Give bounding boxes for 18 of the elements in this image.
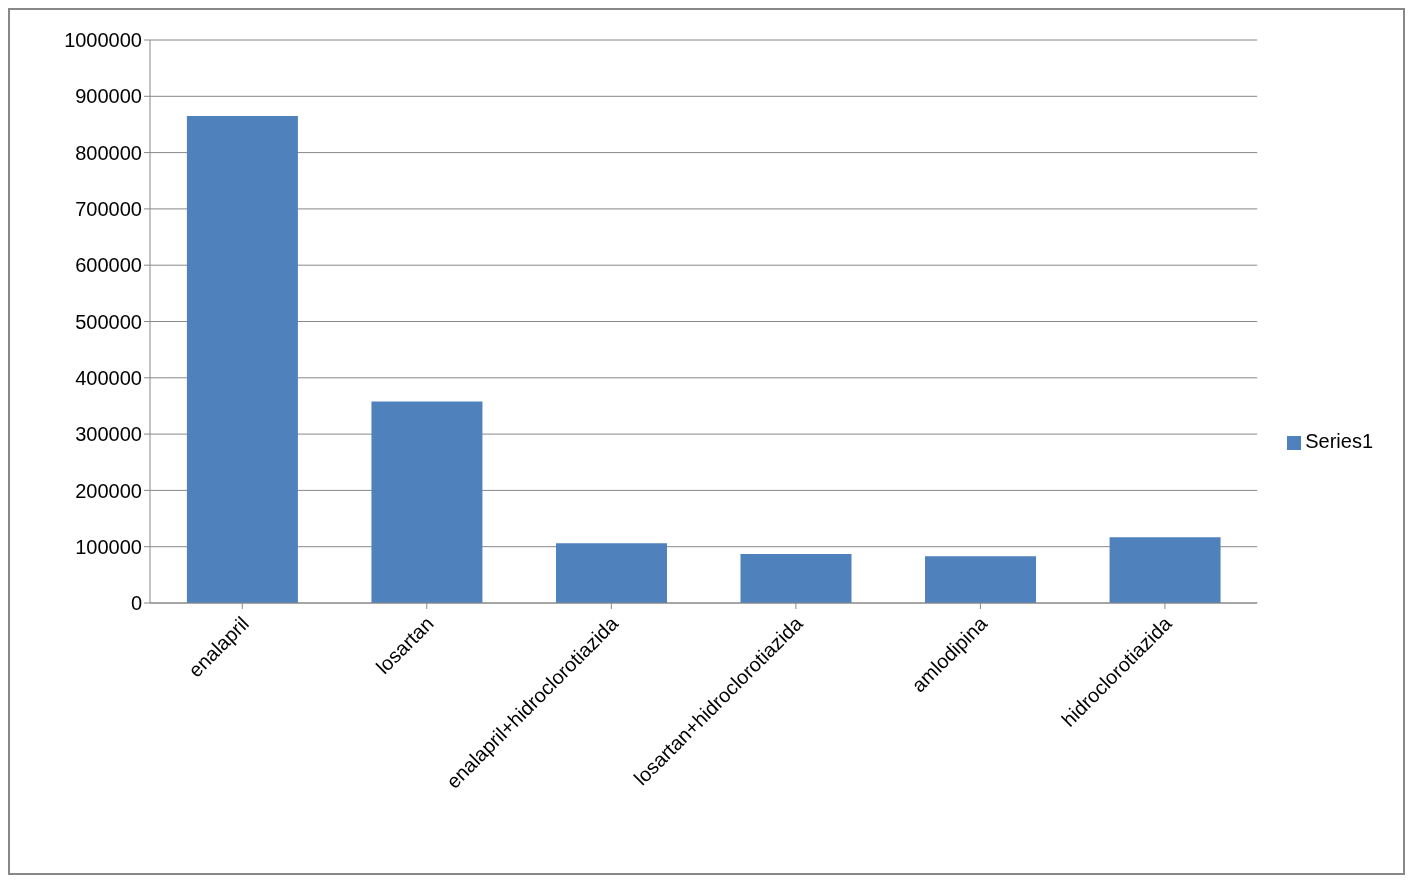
bar	[555, 543, 667, 603]
y-tick-label: 400000	[75, 366, 142, 389]
y-tick-label: 300000	[75, 423, 142, 446]
y-tick-label: 500000	[75, 310, 142, 333]
bar	[1109, 537, 1221, 603]
y-tick-label: 1000000	[64, 29, 142, 52]
legend-label: Series1	[1305, 430, 1373, 452]
bar	[925, 556, 1037, 603]
bar	[740, 554, 852, 603]
y-tick-label: 100000	[75, 535, 142, 558]
y-tick-label: 700000	[75, 198, 142, 220]
bar	[371, 401, 483, 603]
bar	[186, 116, 298, 603]
y-tick-label: 200000	[75, 479, 142, 502]
y-tick-label: 800000	[75, 141, 142, 164]
y-tick-label: 600000	[75, 254, 142, 277]
y-tick-label: 900000	[75, 85, 142, 108]
y-tick-label: 0	[130, 592, 142, 615]
